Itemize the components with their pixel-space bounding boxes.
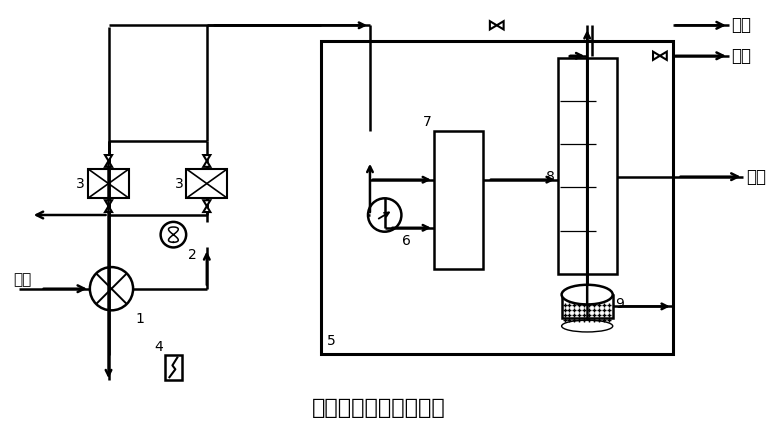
Polygon shape: [204, 161, 210, 167]
Ellipse shape: [561, 320, 613, 332]
Polygon shape: [660, 52, 667, 60]
Polygon shape: [105, 206, 112, 212]
Text: 3: 3: [174, 177, 184, 190]
Circle shape: [161, 222, 186, 247]
Bar: [164, 355, 182, 380]
Bar: [88, 169, 129, 198]
Bar: [561, 295, 613, 318]
Polygon shape: [105, 155, 112, 161]
Polygon shape: [490, 21, 497, 29]
Text: 7: 7: [423, 116, 432, 129]
Text: 液氮: 液氮: [746, 168, 766, 186]
Bar: [186, 169, 227, 198]
Polygon shape: [204, 200, 210, 206]
Polygon shape: [105, 161, 112, 167]
Circle shape: [90, 267, 133, 310]
Text: 6: 6: [402, 233, 412, 248]
Text: 3: 3: [76, 177, 85, 190]
Text: 8: 8: [546, 170, 554, 184]
Text: 4: 4: [154, 340, 163, 353]
Text: 2: 2: [188, 249, 197, 262]
Text: 5: 5: [326, 334, 336, 348]
Text: 放空: 放空: [732, 16, 752, 34]
Polygon shape: [653, 52, 660, 60]
Polygon shape: [497, 21, 504, 29]
Circle shape: [368, 198, 402, 232]
Text: 深冷分离制氮工艺流程: 深冷分离制氮工艺流程: [312, 399, 445, 418]
Polygon shape: [204, 206, 210, 212]
Text: 空气: 空气: [13, 272, 31, 287]
Bar: [434, 132, 483, 269]
Polygon shape: [105, 200, 112, 206]
Text: 9: 9: [614, 298, 624, 311]
Ellipse shape: [561, 285, 613, 304]
Bar: [321, 41, 673, 353]
Text: 1: 1: [135, 312, 144, 326]
Text: 氮气: 氮气: [732, 47, 752, 65]
Polygon shape: [204, 155, 210, 161]
Bar: [558, 58, 617, 274]
